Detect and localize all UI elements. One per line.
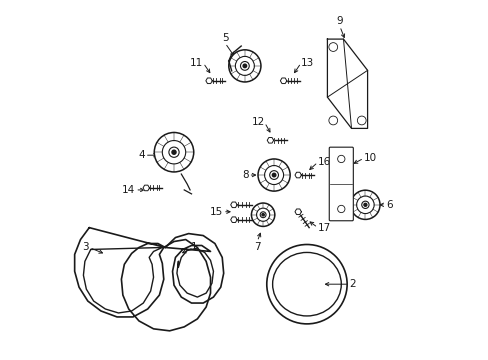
Text: 5: 5: [222, 33, 228, 43]
Polygon shape: [280, 78, 286, 84]
Text: 13: 13: [301, 58, 314, 68]
Circle shape: [262, 213, 264, 216]
Circle shape: [356, 196, 373, 213]
Text: 1: 1: [190, 243, 197, 252]
Polygon shape: [294, 172, 301, 178]
Text: 2: 2: [348, 279, 355, 289]
Circle shape: [357, 116, 366, 125]
Circle shape: [162, 140, 185, 164]
Circle shape: [172, 150, 176, 154]
Circle shape: [154, 132, 193, 172]
Circle shape: [235, 57, 254, 75]
Circle shape: [363, 203, 366, 206]
Text: 6: 6: [385, 200, 392, 210]
Circle shape: [264, 166, 283, 185]
Text: 16: 16: [317, 157, 330, 167]
Text: 7: 7: [253, 242, 260, 252]
FancyBboxPatch shape: [328, 147, 353, 221]
Text: 14: 14: [122, 185, 135, 195]
Polygon shape: [142, 185, 149, 191]
Circle shape: [251, 203, 274, 226]
Circle shape: [260, 212, 265, 218]
Circle shape: [328, 116, 337, 125]
Text: 17: 17: [317, 222, 330, 233]
Polygon shape: [230, 202, 237, 208]
Polygon shape: [266, 138, 273, 143]
Circle shape: [168, 147, 179, 157]
Circle shape: [337, 155, 344, 163]
Circle shape: [243, 64, 246, 68]
Circle shape: [240, 62, 249, 70]
Polygon shape: [205, 78, 212, 84]
Ellipse shape: [272, 252, 341, 316]
Text: 8: 8: [242, 170, 248, 180]
Circle shape: [361, 201, 368, 208]
Circle shape: [258, 159, 289, 191]
Circle shape: [272, 173, 275, 177]
Text: 11: 11: [189, 58, 203, 68]
Circle shape: [256, 208, 269, 221]
Text: 12: 12: [251, 117, 264, 127]
Text: 15: 15: [209, 207, 223, 217]
Text: 3: 3: [82, 243, 89, 252]
Circle shape: [337, 205, 344, 213]
Polygon shape: [294, 209, 301, 215]
Circle shape: [228, 50, 261, 82]
Circle shape: [328, 42, 337, 51]
Text: 4: 4: [138, 150, 144, 160]
Polygon shape: [230, 217, 237, 222]
Circle shape: [350, 190, 379, 219]
Circle shape: [269, 171, 278, 179]
Ellipse shape: [266, 244, 346, 324]
Text: 9: 9: [336, 16, 343, 26]
Text: 10: 10: [363, 153, 376, 163]
